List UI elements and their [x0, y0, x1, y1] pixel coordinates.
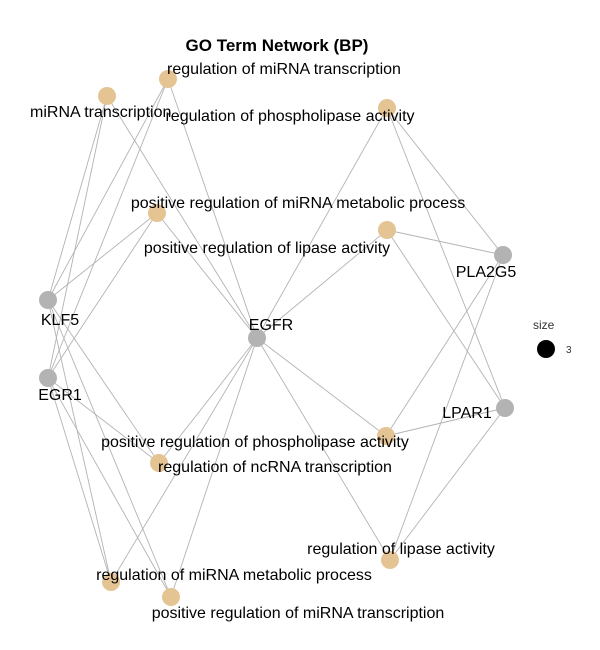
- edge-KLF5-pos_reg_mirna_metabolic: [47, 212, 158, 301]
- go-term-node-reg_mirna_metabolic: [102, 573, 120, 591]
- go-term-node-reg_phospholipase: [378, 99, 396, 117]
- edge-EGFR-reg_phospholipase: [256, 107, 388, 339]
- edge-EGFR-reg_lipase: [256, 337, 391, 561]
- go-term-node-pos_reg_phospholipase: [377, 427, 395, 445]
- label-layer: regulation of miRNA transcription miRNA t…: [30, 61, 516, 622]
- node-label-mirna_transcription: miRNA transcription: [30, 104, 171, 121]
- node-label-reg_phospholipase: regulation of phospholipase activity: [165, 108, 414, 125]
- edge-EGFR-mirna_transcription: [106, 95, 258, 339]
- edge-KLF5-reg_ncrna_transcription: [47, 299, 160, 464]
- edge-EGR1-reg_ncrna_transcription: [47, 377, 160, 464]
- edge-LPAR1-pos_reg_phospholipase: [385, 407, 506, 437]
- edge-KLF5-reg_mirna_transcription: [47, 78, 169, 301]
- node-label-reg_mirna_transcription: regulation of miRNA transcription: [167, 61, 401, 78]
- edge-PLA2G5-pos_reg_lipase: [386, 229, 504, 256]
- edge-EGR1-mirna_transcription: [47, 95, 108, 379]
- node-label-PLA2G5: PLA2G5: [456, 264, 517, 281]
- edge-EGFR-pos_reg_phospholipase: [256, 337, 387, 437]
- go-term-node-mirna_transcription: [98, 87, 116, 105]
- edge-EGR1-reg_mirna_metabolic: [47, 377, 112, 583]
- node-layer: [39, 70, 514, 606]
- go-term-node-pos_reg_lipase: [378, 221, 396, 239]
- node-label-reg_mirna_metabolic: regulation of miRNA metabolic process: [96, 567, 372, 584]
- gene-node-EGR1: [39, 369, 57, 387]
- edge-EGFR-pos_reg_mirna_transcription: [170, 337, 258, 598]
- node-label-LPAR1: LPAR1: [442, 405, 492, 422]
- legend-size-value: 3: [566, 345, 572, 356]
- go-term-node-pos_reg_mirna_metabolic: [148, 204, 166, 222]
- gene-node-EGFR: [248, 329, 266, 347]
- edge-EGR1-reg_mirna_transcription: [47, 78, 169, 379]
- gene-node-KLF5: [39, 291, 57, 309]
- node-label-pos_reg_mirna_transcription: positive regulation of miRNA transcripti…: [152, 605, 445, 622]
- edge-EGFR-pos_reg_mirna_metabolic: [156, 212, 258, 339]
- edge-PLA2G5-pos_reg_phospholipase: [385, 254, 504, 437]
- legend: size 3: [533, 318, 572, 358]
- diagram-title: GO Term Network (BP): [186, 36, 369, 55]
- edge-KLF5-reg_mirna_metabolic: [47, 299, 112, 583]
- node-label-EGFR: EGFR: [249, 317, 293, 334]
- gene-node-PLA2G5: [494, 246, 512, 264]
- edge-PLA2G5-reg_phospholipase: [386, 107, 504, 256]
- go-term-node-reg_lipase: [381, 551, 399, 569]
- node-label-pos_reg_phospholipase: positive regulation of phospholipase act…: [101, 434, 409, 451]
- edge-EGFR-reg_mirna_transcription: [167, 78, 258, 339]
- legend-size-dot: [537, 340, 555, 358]
- node-label-EGR1: EGR1: [38, 387, 82, 404]
- legend-title: size: [533, 318, 555, 332]
- gene-node-LPAR1: [496, 399, 514, 417]
- node-label-KLF5: KLF5: [41, 312, 79, 329]
- edge-KLF5-mirna_transcription: [47, 95, 108, 301]
- go-term-node-reg_mirna_transcription: [159, 70, 177, 88]
- edge-EGFR-reg_ncrna_transcription: [158, 337, 258, 464]
- node-label-pos_reg_lipase: positive regulation of lipase activity: [144, 240, 390, 257]
- node-label-reg_ncrna_transcription: regulation of ncRNA transcription: [158, 459, 392, 476]
- edge-PLA2G5-reg_lipase: [389, 254, 504, 561]
- edge-EGR1-pos_reg_mirna_metabolic: [47, 212, 158, 379]
- edge-LPAR1-reg_lipase: [389, 407, 506, 561]
- edge-EGFR-pos_reg_lipase: [256, 229, 388, 339]
- edge-EGFR-reg_mirna_metabolic: [110, 337, 258, 583]
- go-term-node-reg_ncrna_transcription: [150, 454, 168, 472]
- edge-LPAR1-pos_reg_lipase: [386, 229, 506, 409]
- node-label-pos_reg_mirna_metabolic: positive regulation of miRNA metabolic p…: [131, 195, 465, 212]
- edge-EGR1-pos_reg_mirna_transcription: [47, 377, 172, 598]
- edge-LPAR1-reg_phospholipase: [386, 107, 506, 409]
- edge-KLF5-pos_reg_mirna_transcription: [47, 299, 172, 598]
- go-term-node-pos_reg_mirna_transcription: [162, 588, 180, 606]
- edge-layer: [47, 78, 506, 598]
- node-label-reg_lipase: regulation of lipase activity: [307, 541, 495, 558]
